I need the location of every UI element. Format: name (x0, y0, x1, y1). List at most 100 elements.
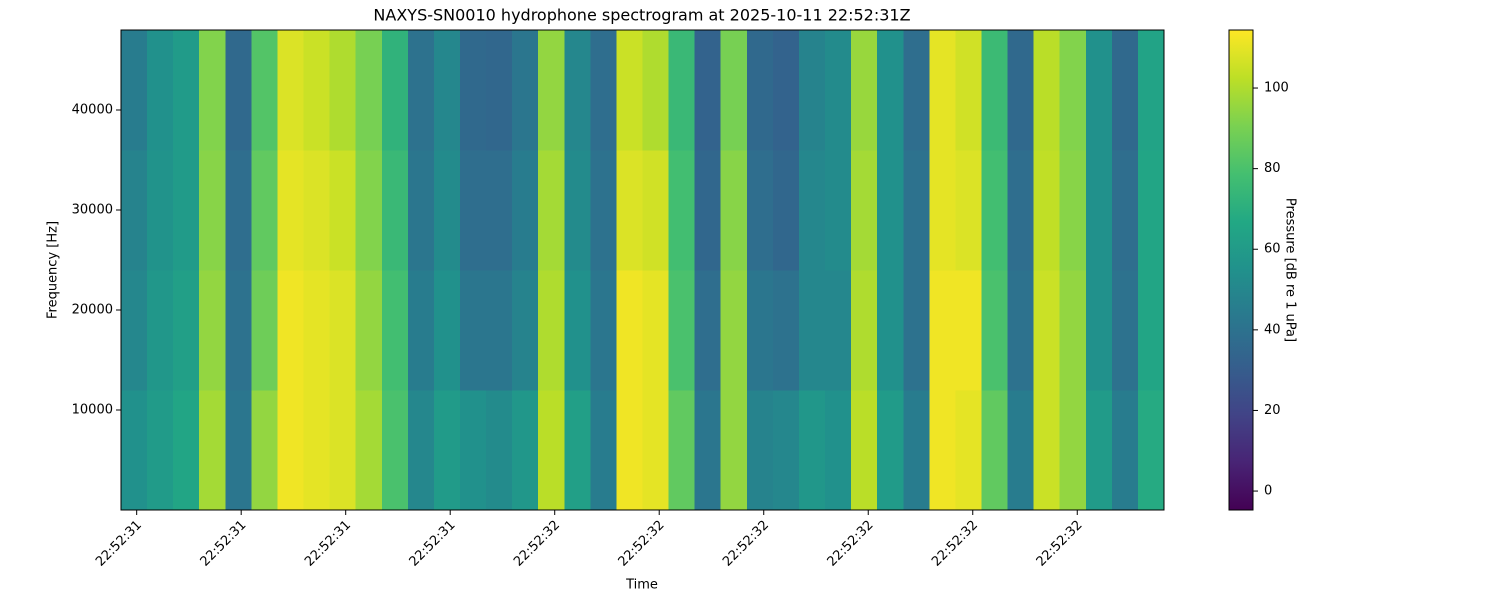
heatmap-cell (668, 150, 696, 271)
heatmap-cell (381, 150, 409, 271)
heatmap-cell (407, 270, 435, 391)
heatmap-cell (851, 390, 878, 511)
heatmap-cell (173, 270, 200, 391)
heatmap-cell (772, 270, 800, 391)
heatmap-cell (955, 30, 983, 151)
heatmap-cell (433, 30, 461, 151)
heatmap-cell (486, 150, 513, 271)
heatmap-cell (1137, 390, 1165, 511)
heatmap-cell (355, 30, 383, 151)
heatmap-cell (433, 270, 461, 391)
heatmap-cell (746, 30, 774, 151)
heatmap-cell (512, 150, 539, 271)
heatmap-cell (955, 270, 983, 391)
heatmap-cell (303, 270, 331, 391)
heatmap-cell (459, 150, 487, 271)
heatmap-cell (512, 390, 539, 511)
heatmap-cell (329, 30, 357, 151)
heatmap-cell (1033, 30, 1061, 151)
heatmap-cell (147, 150, 174, 271)
heatmap-cell (720, 270, 748, 391)
x-tick-label: 22:52:32 (825, 518, 877, 570)
heatmap-cell (147, 390, 174, 511)
x-axis-label: Time (625, 578, 658, 593)
heatmap-cell (512, 30, 539, 151)
heatmap-cell (381, 390, 409, 511)
heatmap-cell (355, 150, 383, 271)
heatmap-cell (929, 390, 956, 511)
heatmap-cell (251, 270, 279, 391)
heatmap-cell (903, 390, 930, 511)
heatmap-cell (486, 30, 513, 151)
x-tick-label: 22:52:31 (93, 518, 145, 570)
x-tick-label: 22:52:32 (720, 518, 772, 570)
x-tick-label: 22:52:31 (302, 518, 354, 570)
heatmap-cell (772, 150, 800, 271)
heatmap-cell (303, 150, 331, 271)
heatmap-cell (955, 150, 983, 271)
heatmap-cell (1111, 30, 1139, 151)
heatmap-cell (903, 270, 930, 391)
heatmap-cell (590, 30, 618, 151)
heatmap-cell (303, 30, 331, 151)
heatmap-cell (1007, 270, 1035, 391)
colorbar-tick-label: 100 (1264, 81, 1289, 96)
heatmap-cell (798, 150, 826, 271)
heatmap-cell (1007, 30, 1035, 151)
heatmap-cell (981, 30, 1009, 151)
heatmap-cell (173, 30, 200, 151)
heatmap-cell (929, 30, 956, 151)
heatmap-cell (225, 150, 252, 271)
heatmap-cell (486, 390, 513, 511)
heatmap-cell (1059, 390, 1087, 511)
heatmap-cell (1059, 150, 1087, 271)
heatmap-cell (1033, 150, 1061, 271)
heatmap-cell (381, 30, 409, 151)
heatmap-cell (642, 150, 670, 271)
heatmap-cell (329, 150, 357, 271)
heatmap-cell (199, 30, 226, 151)
heatmap-cell (1085, 270, 1113, 391)
heatmap-cell (538, 150, 565, 271)
heatmap-cell (564, 150, 591, 271)
colorbar-tick-label: 40 (1264, 322, 1281, 337)
heatmap-cell (564, 30, 591, 151)
heatmap-cell (486, 270, 513, 391)
heatmap-cell (851, 270, 878, 391)
heatmap-cell (1111, 270, 1139, 391)
colorbar-tick-label: 20 (1264, 403, 1281, 418)
heatmap-cell (825, 390, 852, 511)
heatmap-cell (981, 270, 1009, 391)
heatmap-cell (251, 390, 279, 511)
heatmap-cell (1059, 270, 1087, 391)
heatmap-cell (277, 150, 305, 271)
heatmap-cell (851, 30, 878, 151)
heatmap-cell (616, 390, 644, 511)
heatmap-cell (642, 270, 670, 391)
heatmap-cell (147, 30, 174, 151)
heatmap-cell (1033, 270, 1061, 391)
heatmap-cell (1007, 150, 1035, 271)
colorbar-tick-label: 80 (1264, 161, 1281, 176)
heatmap-cell (199, 390, 226, 511)
heatmap-cell (1033, 390, 1061, 511)
heatmap-cell (798, 30, 826, 151)
chart-title: NAXYS-SN0010 hydrophone spectrogram at 2… (373, 6, 910, 25)
heatmap-cell (825, 150, 852, 271)
heatmap-cell (225, 270, 252, 391)
heatmap-cell (955, 390, 983, 511)
heatmap-cell (121, 390, 148, 511)
heatmap-cell (277, 30, 305, 151)
heatmap-cell (433, 150, 461, 271)
heatmap-cell (459, 270, 487, 391)
heatmap-cell (590, 150, 618, 271)
heatmap-cell (798, 390, 826, 511)
heatmap-cell (590, 270, 618, 391)
y-tick-label: 40000 (72, 103, 113, 118)
heatmap-cell (746, 390, 774, 511)
heatmap-cell (772, 390, 800, 511)
heatmap-cell (877, 150, 904, 271)
heatmap-cell (694, 390, 722, 511)
heatmap-cell (407, 30, 435, 151)
heatmap-cell (381, 270, 409, 391)
